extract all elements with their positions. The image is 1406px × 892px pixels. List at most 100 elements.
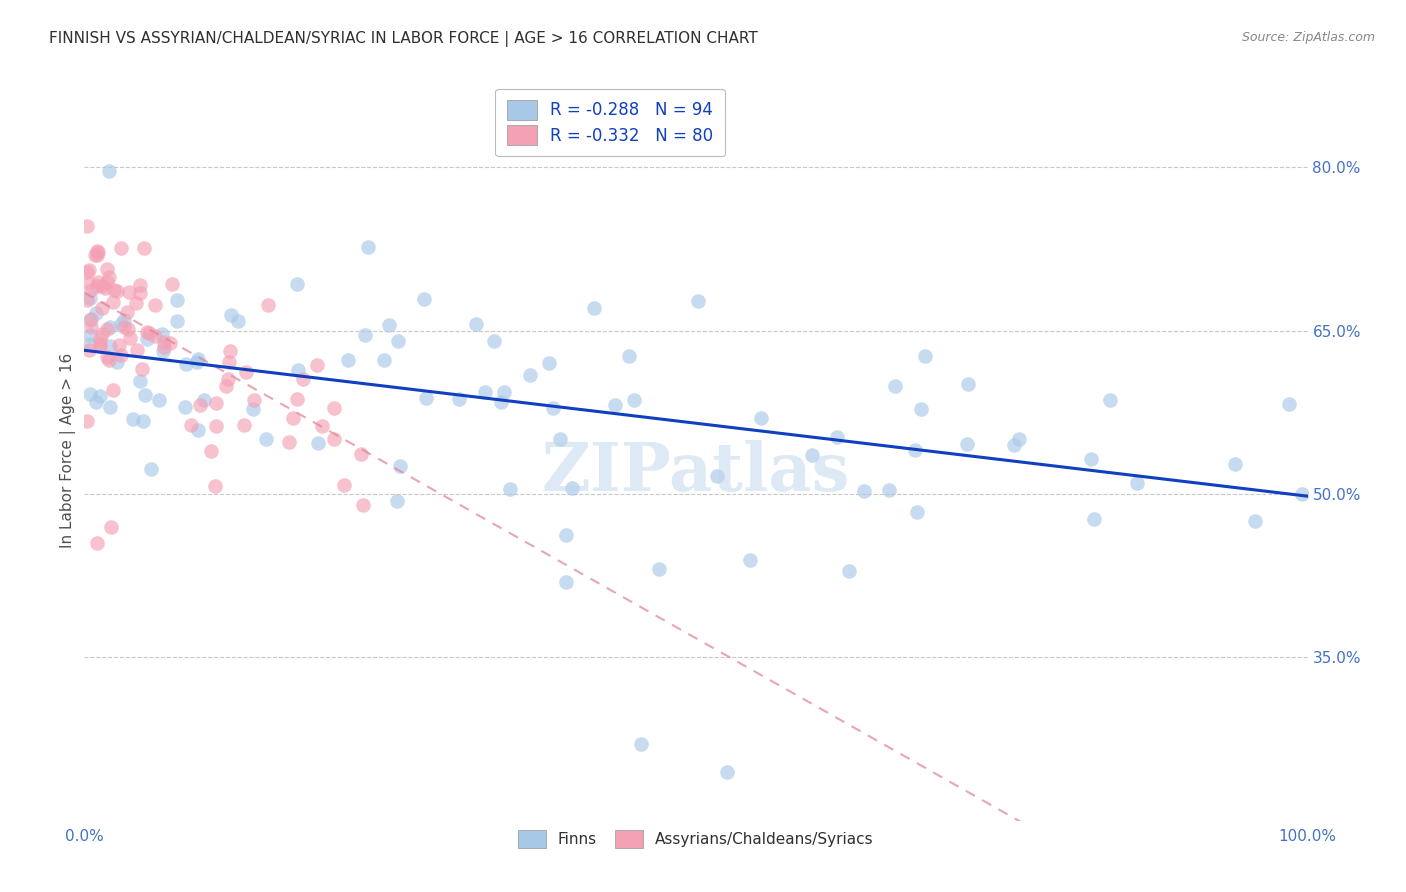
Point [76,293,98,307]
Point [413,292,436,306]
Point [89,339,111,353]
Point [107,338,129,352]
Point [541,401,564,416]
Point [1223,457,1246,471]
Point [323,432,346,446]
Point [1002,438,1025,452]
Point [187,351,209,366]
Point [1098,392,1121,407]
Y-axis label: In Labor Force | Age > 16: In Labor Force | Age > 16 [60,353,76,548]
Point [90,327,112,342]
Point [877,483,900,498]
Point [115,305,138,319]
Point [180,417,202,432]
Text: FINNISH VS ASSYRIAN/CHALDEAN/SYRIAC IN LABOR FORCE | AGE > 16 CORRELATION CHART: FINNISH VS ASSYRIAN/CHALDEAN/SYRIAC IN L… [49,31,758,47]
Point [387,334,409,348]
Point [630,738,652,752]
Point [96,350,118,364]
Point [956,437,979,451]
Point [79,327,101,342]
Point [193,393,215,408]
Point [1244,514,1267,528]
Point [112,313,135,327]
Point [136,332,159,346]
Point [354,328,377,343]
Point [254,432,277,446]
Point [105,355,128,369]
Point [218,355,240,369]
Point [554,575,576,590]
Point [76,219,98,233]
Text: Source: ZipAtlas.com: Source: ZipAtlas.com [1241,31,1375,45]
Point [121,412,143,426]
Point [287,277,309,291]
Point [378,318,401,333]
Point [484,334,506,348]
Point [287,363,309,377]
Point [910,402,932,417]
Point [89,389,111,403]
Point [292,372,315,386]
Point [554,528,576,542]
Point [219,308,242,322]
Point [98,400,121,414]
Point [159,335,181,350]
Point [205,419,228,434]
Point [152,334,174,349]
Point [98,353,121,368]
Point [825,430,848,444]
Point [838,564,860,578]
Point [166,314,188,328]
Point [1291,486,1313,500]
Point [449,392,471,407]
Point [648,561,671,575]
Point [79,291,101,305]
Point [91,279,114,293]
Point [853,483,876,498]
Point [492,385,515,400]
Point [86,248,108,262]
Point [89,336,111,351]
Point [112,319,135,334]
Point [352,499,374,513]
Point [218,344,240,359]
Point [87,244,110,259]
Point [100,519,122,533]
Point [132,414,155,428]
Point [86,244,108,258]
Point [79,313,101,327]
Point [110,241,132,255]
Point [716,764,738,779]
Point [76,265,98,279]
Point [143,297,166,311]
Point [91,301,114,316]
Point [283,410,305,425]
Point [519,368,541,383]
Point [387,494,409,508]
Point [491,394,513,409]
Point [105,284,128,298]
Point [160,277,183,291]
Point [905,505,928,519]
Point [307,436,329,450]
Point [188,398,211,412]
Point [110,318,132,332]
Point [129,286,152,301]
Point [499,482,522,496]
Point [957,376,980,391]
Point [749,410,772,425]
Point [97,164,120,178]
Point [134,241,156,255]
Point [205,396,228,410]
Point [1008,433,1031,447]
Point [79,343,101,357]
Point [1278,397,1301,411]
Point [415,391,437,405]
Point [474,385,496,400]
Point [914,349,936,363]
Point [373,352,395,367]
Point [129,278,152,293]
Point [143,328,166,343]
Point [101,383,124,397]
Point [883,379,905,393]
